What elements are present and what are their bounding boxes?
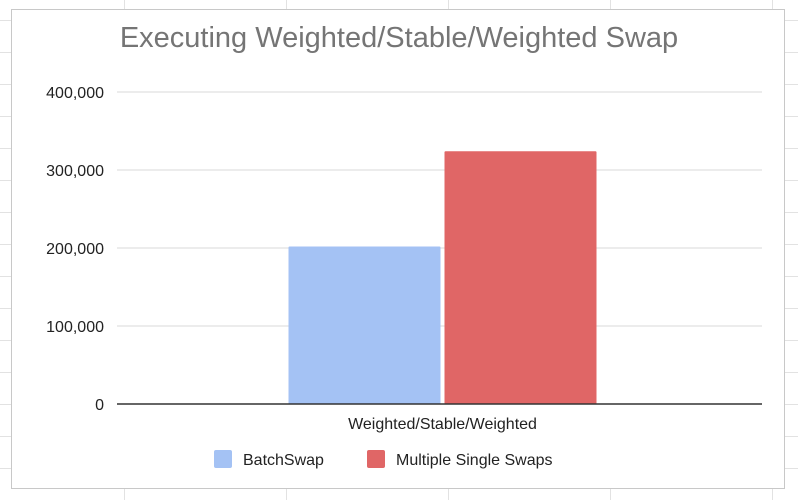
bar-batchswap[interactable] <box>288 246 441 404</box>
legend-label: Multiple Single Swaps <box>396 452 553 469</box>
y-tick-label: 400,000 <box>46 85 104 102</box>
legend-swatch <box>214 450 232 468</box>
legend-swatch <box>367 450 385 468</box>
y-tick-label: 100,000 <box>46 319 104 336</box>
y-tick-label: 200,000 <box>46 241 104 258</box>
y-tick-label: 0 <box>95 397 104 414</box>
bars <box>288 151 597 404</box>
x-tick-label: Weighted/Stable/Weighted <box>348 416 537 433</box>
legend-label: BatchSwap <box>243 452 324 469</box>
legend-item-multiple-single-swaps[interactable]: Multiple Single Swaps <box>367 450 553 469</box>
y-axis-ticks: 0 100,000 200,000 300,000 400,000 <box>46 85 104 414</box>
chart-title: Executing Weighted/Stable/Weighted Swap <box>119 22 679 54</box>
legend: BatchSwap Multiple Single Swaps <box>214 450 553 469</box>
x-axis-ticks: Weighted/Stable/Weighted <box>348 416 537 433</box>
legend-item-batchswap[interactable]: BatchSwap <box>214 450 324 469</box>
y-tick-label: 300,000 <box>46 163 104 180</box>
bar-multiple-single-swaps[interactable] <box>444 151 597 404</box>
